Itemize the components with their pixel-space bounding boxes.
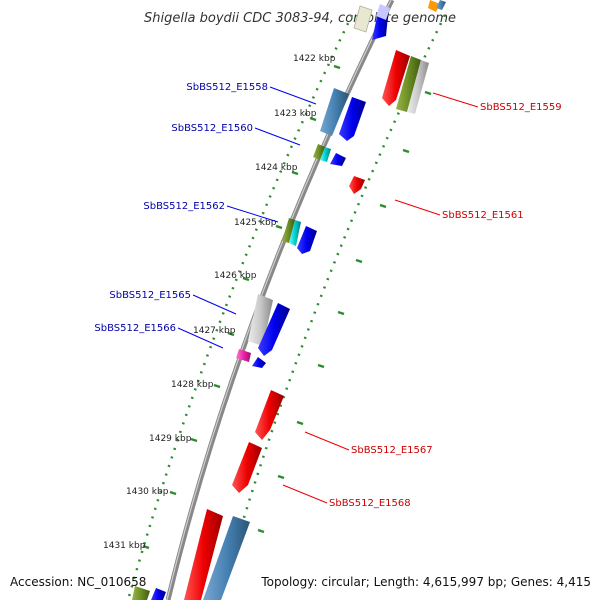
gene-feature-e1562-blue[interactable] (297, 226, 317, 254)
tick-1428 (213, 383, 221, 389)
feature-olive-bottom[interactable] (132, 586, 150, 600)
forward-strand-features (132, 4, 390, 600)
gene-label-e1559[interactable]: SbBS512_E1559 (480, 102, 562, 113)
outer-tick-2 (402, 148, 410, 154)
reverse-label-leaders (282, 92, 479, 504)
gene-feature-e1560-cyan[interactable] (320, 147, 331, 162)
leader-e1559 (432, 92, 479, 108)
gene-label-e1568[interactable]: SbBS512_E1568 (329, 498, 411, 509)
leader-e1565 (192, 294, 237, 315)
outer-tick-5 (337, 310, 345, 316)
accession-text: Accession: NC_010658 (10, 575, 146, 589)
gene-feature-e1558[interactable] (320, 88, 349, 136)
gene-label-e1565[interactable]: SbBS512_E1565 (109, 290, 191, 301)
tick-1426 (242, 276, 250, 282)
gene-label-e1567[interactable]: SbBS512_E1567 (351, 445, 433, 456)
kbp-label: 1429 kbp (149, 434, 192, 444)
gene-label-e1560[interactable]: SbBS512_E1560 (171, 123, 253, 134)
outer-tick-3 (379, 203, 387, 209)
gene-label-e1558[interactable]: SbBS512_E1558 (186, 82, 268, 93)
kbp-label: 1428 kbp (171, 380, 214, 390)
feature-grey-top[interactable] (353, 5, 373, 33)
gene-feature-e1566-magenta[interactable] (236, 349, 251, 362)
kbp-label: 1430 kbp (126, 487, 169, 497)
gene-feature-e1560-blue[interactable] (330, 153, 346, 166)
gene-feature-e1560-olive[interactable] (313, 144, 325, 160)
outer-tick-4 (355, 258, 363, 264)
gene-feature-e1565-grey[interactable] (248, 294, 273, 346)
reverse-gene-labels: SbBS512_E1559 SbBS512_E1561 SbBS512_E156… (329, 102, 562, 509)
forward-label-leaders (177, 86, 317, 349)
gene-label-e1562[interactable]: SbBS512_E1562 (143, 201, 225, 212)
kbp-label: 1424 kbp (255, 163, 298, 173)
gene-feature-e1559-olive[interactable] (396, 56, 421, 112)
feature-red-bottom[interactable] (184, 509, 223, 600)
gene-feature-e1562-cyan[interactable] (289, 220, 301, 246)
tick-1429 (190, 437, 198, 443)
leader-e1560 (254, 127, 301, 146)
gene-feature-e1558-b[interactable] (339, 97, 366, 141)
forward-gene-labels: SbBS512_E1558 SbBS512_E1560 SbBS512_E156… (94, 82, 268, 334)
gene-feature-e1561-red[interactable] (349, 176, 365, 194)
kbp-ticks (142, 64, 432, 550)
outer-tick-1 (424, 90, 432, 96)
leader-e1561 (394, 199, 441, 216)
tick-1424 (291, 170, 299, 176)
gene-feature-e1559-grey[interactable] (407, 60, 429, 114)
tick-1425 (275, 224, 283, 230)
inner-tick-track (126, 14, 354, 600)
feature-steel-top[interactable] (436, 0, 446, 10)
tick-1422 (333, 64, 341, 70)
feature-steel-bottom[interactable] (203, 516, 250, 600)
feature-lavender-top[interactable] (376, 4, 390, 20)
feature-orange-top[interactable] (428, 0, 440, 12)
kbp-label: 1427 kbp (193, 326, 236, 336)
kbp-label: 1425 kbp (234, 218, 277, 228)
kbp-label: 1431 kbp (103, 541, 146, 551)
gene-feature-e1559-red[interactable] (382, 50, 410, 106)
gene-feature-e1562-olive[interactable] (282, 218, 295, 243)
topology-text: Topology: circular; Length: 4,615,997 bp… (260, 575, 591, 589)
gene-label-e1566[interactable]: SbBS512_E1566 (94, 323, 176, 334)
outer-tick-9 (257, 528, 265, 534)
kbp-label: 1423 kbp (274, 109, 317, 119)
outer-tick-7 (296, 420, 304, 426)
gene-feature-e1567-red[interactable] (255, 390, 284, 440)
kbp-label: 1422 kbp (293, 54, 336, 64)
kbp-scale-labels: 1422 kbp 1423 kbp 1424 kbp 1425 kbp 1426… (103, 54, 336, 551)
tick-1427 (227, 331, 235, 337)
leader-e1566 (177, 327, 224, 349)
outer-tick-6 (317, 363, 325, 369)
tick-1431 (142, 544, 150, 550)
gene-label-e1561[interactable]: SbBS512_E1561 (442, 210, 524, 221)
tick-1430 (169, 490, 177, 496)
reverse-strand-features (184, 0, 446, 600)
gene-feature-e1568-red[interactable] (232, 442, 262, 493)
map-title: Shigella boydii CDC 3083-94, complete ge… (144, 11, 456, 26)
kbp-label: 1426 kbp (214, 271, 257, 281)
leader-e1567 (304, 431, 350, 451)
gene-feature-e1566-blue[interactable] (252, 357, 266, 368)
outer-tick-8 (277, 474, 285, 480)
leader-e1568 (282, 484, 328, 504)
feature-blue-bottom[interactable] (151, 588, 166, 600)
leader-e1558 (269, 86, 317, 105)
gene-feature-e1565-blue[interactable] (258, 303, 290, 356)
leader-e1562 (226, 205, 279, 223)
tick-1423 (309, 116, 317, 122)
